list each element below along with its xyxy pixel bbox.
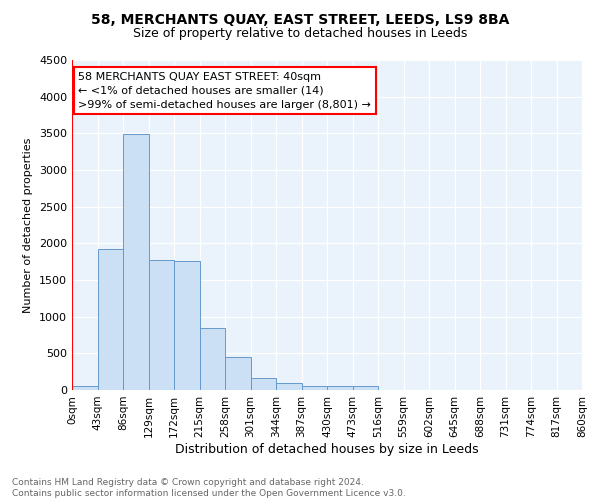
Bar (251, 378, 276, 390)
Bar (276, 384, 302, 390)
Bar (327, 386, 353, 390)
Bar (174, 261, 199, 390)
Bar (149, 260, 174, 390)
Text: 58, MERCHANTS QUAY, EAST STREET, LEEDS, LS9 8BA: 58, MERCHANTS QUAY, EAST STREET, LEEDS, … (91, 12, 509, 26)
Bar (353, 386, 378, 390)
Y-axis label: Number of detached properties: Number of detached properties (23, 138, 34, 312)
Text: Size of property relative to detached houses in Leeds: Size of property relative to detached ho… (133, 28, 467, 40)
Bar (123, 134, 149, 390)
Bar (225, 356, 251, 390)
Bar (302, 386, 327, 390)
Bar (199, 328, 225, 390)
Bar (72, 386, 97, 390)
X-axis label: Distribution of detached houses by size in Leeds: Distribution of detached houses by size … (175, 442, 479, 456)
Bar (97, 249, 123, 390)
Text: Contains HM Land Registry data © Crown copyright and database right 2024.
Contai: Contains HM Land Registry data © Crown c… (12, 478, 406, 498)
Text: 58 MERCHANTS QUAY EAST STREET: 40sqm
← <1% of detached houses are smaller (14)
>: 58 MERCHANTS QUAY EAST STREET: 40sqm ← <… (79, 72, 371, 110)
